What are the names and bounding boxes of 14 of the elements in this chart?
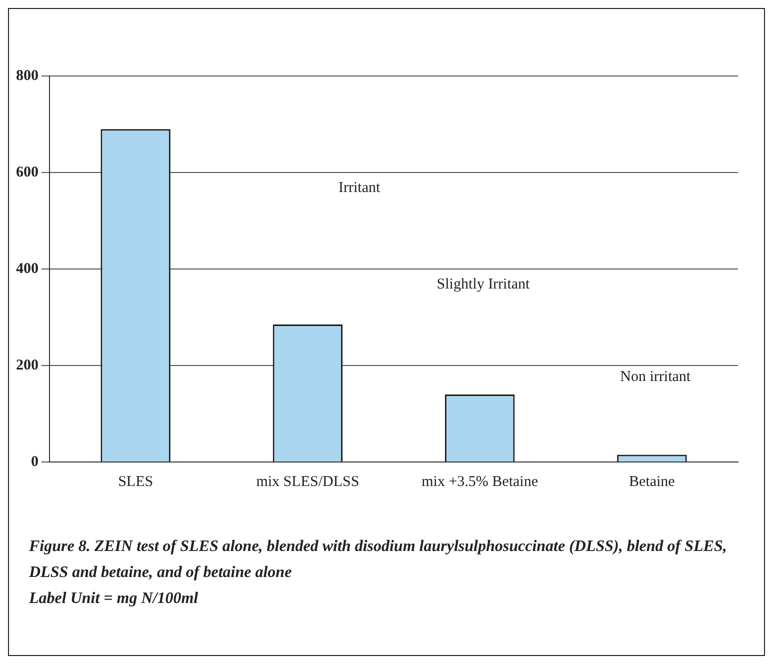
text: Label Unit = mg N/100ml (29, 589, 200, 609)
annotation: Non irritant (620, 368, 692, 385)
x-tick-label: SLES (118, 474, 154, 490)
caption: Figure 8. ZEIN test of SLES alone, blended with disodium laurylsulphosuccinate (DLSS), blend of SLES, DLSS and betaine, and of betaine alone (29, 537, 728, 583)
x-tick-label: mix +3.5% Betaine (422, 474, 538, 490)
y-tick-label: 800 (16, 68, 38, 84)
annotation: Slightly Irritant (436, 276, 531, 292)
y-tick-label: 200 (16, 357, 38, 374)
y-tick-label: 0 (31, 454, 38, 470)
x-tick-label: mix SLES/DLSS (256, 474, 360, 490)
y-tick-label: 600 (16, 164, 38, 180)
x-tick-label: Betaine (629, 474, 676, 490)
y-tick-label: 400 (16, 260, 38, 277)
annotation: Irritant (338, 180, 381, 196)
